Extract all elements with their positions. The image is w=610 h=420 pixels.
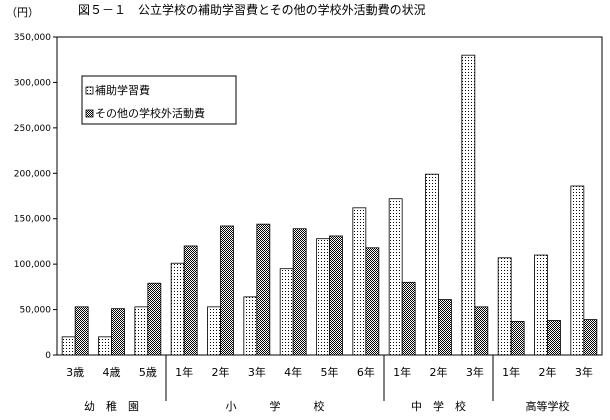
x-tick-label: 3年 (466, 365, 484, 379)
bar-hojo (134, 306, 149, 356)
bar-hojo (207, 306, 221, 356)
group-label: 小 学 校 (226, 399, 325, 413)
legend-label-sonota: その他の学校外活動費 (95, 106, 205, 120)
bar-sonota (329, 235, 343, 356)
bar-sonota (547, 320, 561, 356)
bar-hojo (98, 336, 112, 356)
bar-hojo (570, 185, 585, 356)
x-tick-label: 4年 (284, 365, 302, 379)
bar-hojo (461, 54, 476, 356)
x-tick-label: 4歳 (103, 366, 121, 379)
y-tick-label: 0 (45, 351, 51, 361)
bar-hojo (279, 268, 294, 356)
bar-sonota (147, 282, 162, 356)
x-tick-label: 6年 (357, 365, 375, 379)
bar-sonota (292, 228, 307, 356)
bar-sonota (183, 245, 198, 356)
bar-sonota (438, 299, 452, 356)
x-tick-label: 3年 (575, 365, 593, 379)
legend-swatch-hojo (85, 86, 94, 95)
bar-hojo (534, 254, 548, 356)
x-tick-label: 3歳 (66, 366, 84, 379)
bar-sonota (510, 320, 525, 356)
chart-title: 図５－１ 公立学校の補助学習費とその他の学校外活動費の状況 (78, 2, 426, 17)
x-tick-label: 5歳 (139, 366, 157, 379)
bar-hojo (170, 262, 185, 356)
bar-hojo (497, 257, 512, 356)
legend-label-hojo: 補助学習費 (95, 83, 150, 97)
group-label: 高等学校 (526, 399, 570, 413)
y-tick-label: 300,000 (14, 78, 51, 88)
bar-hojo (388, 198, 403, 356)
group-label: 中 学 校 (411, 399, 466, 413)
bar-hojo (243, 296, 258, 356)
bars-layer (61, 54, 598, 356)
group-label: 幼 稚 園 (84, 400, 139, 413)
y-tick-label: 150,000 (14, 215, 51, 225)
legend-swatch-sonota (85, 109, 94, 118)
x-tick-label: 3年 (248, 365, 266, 379)
y-tick-label: 250,000 (14, 124, 51, 134)
bar-sonota (583, 319, 598, 356)
y-tick-label: 50,000 (20, 306, 52, 316)
legend: 補助学習費 その他の学校外活動費 (81, 75, 237, 125)
y-axis-unit: （円） (6, 6, 39, 19)
bar-hojo (316, 238, 330, 356)
bar-sonota (474, 306, 489, 356)
legend-box (81, 75, 237, 125)
x-tick-label: 1年 (393, 365, 411, 379)
x-tick-label: 1年 (175, 365, 193, 379)
bar-sonota (220, 225, 234, 356)
bar-sonota (111, 308, 125, 356)
y-tick-label: 350,000 (14, 33, 51, 43)
bar-sonota (365, 247, 380, 356)
y-tick-label: 200,000 (14, 169, 51, 179)
axis-layer: 0 50,000 100,000 150,000 200,000 250,000 300,0… (14, 33, 593, 413)
y-tick-label: 100,000 (14, 260, 51, 270)
x-tick-label: 2年 (212, 365, 230, 379)
bar-sonota (74, 306, 89, 356)
bar-sonota (256, 223, 271, 356)
x-tick-label: 2年 (539, 365, 557, 379)
x-tick-label: 1年 (502, 365, 520, 379)
x-tick-label: 2年 (430, 365, 448, 379)
bar-hojo (425, 173, 439, 356)
bar-sonota (401, 281, 416, 356)
bar-hojo (61, 336, 76, 356)
x-tick-label: 5年 (321, 365, 339, 379)
bar-hojo (352, 207, 367, 356)
